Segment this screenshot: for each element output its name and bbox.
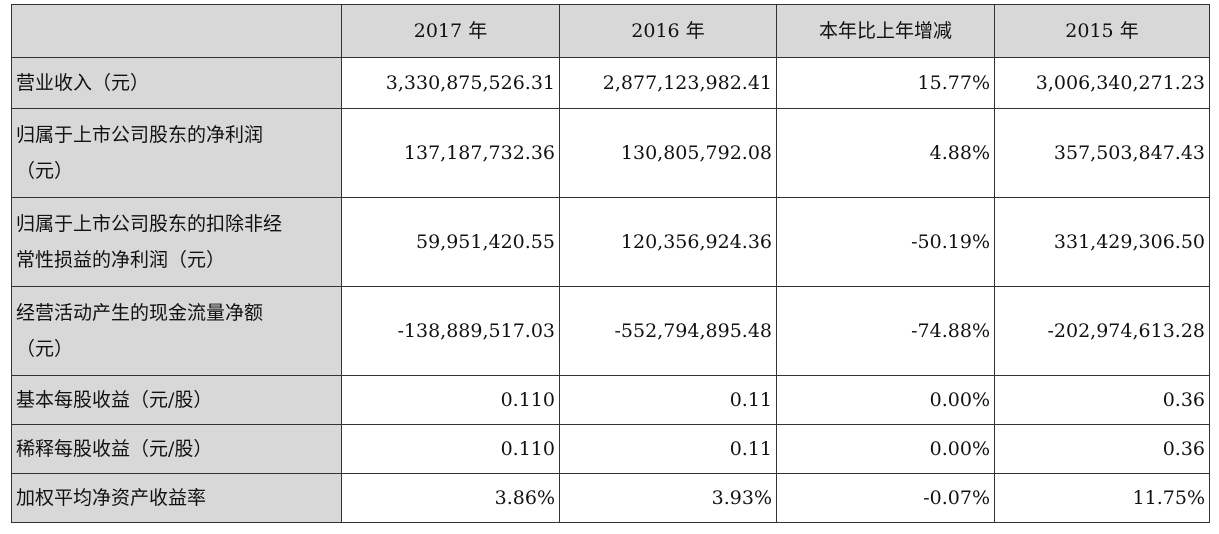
cell-2016: 120,356,924.36 [559, 197, 777, 287]
cell-yoy-change: -50.19% [776, 197, 995, 287]
row-label: 稀释每股收益（元/股） [11, 424, 342, 474]
table-row-net-profit: 归属于上市公司股东的净利润 （元） 137,187,732.36 130,805,… [11, 108, 1210, 198]
cell-yoy-change: 0.00% [776, 424, 995, 474]
cell-2017: 59,951,420.55 [341, 197, 560, 287]
row-label-line: 基本每股收益（元/股） [16, 389, 213, 411]
table-row-operating-revenue: 营业收入（元） 3,330,875,526.31 2,877,123,982.4… [11, 57, 1210, 109]
cell-2017: 0.110 [341, 375, 560, 425]
row-label-line: （元） [16, 338, 74, 360]
table-row-basic-eps: 基本每股收益（元/股） 0.110 0.11 0.00% 0.36 [11, 375, 1210, 425]
cell-2017: 3,330,875,526.31 [341, 57, 560, 109]
row-label: 归属于上市公司股东的扣除非经 常性损益的净利润（元） [11, 197, 342, 287]
row-label-line: 稀释每股收益（元/股） [16, 438, 213, 460]
row-label-line: 常性损益的净利润（元） [16, 249, 226, 271]
cell-2016: -552,794,895.48 [559, 286, 777, 376]
cell-2015: 11.75% [994, 473, 1210, 523]
cell-yoy-change: -0.07% [776, 473, 995, 523]
cell-2016: 2,877,123,982.41 [559, 57, 777, 109]
row-label: 归属于上市公司股东的净利润 （元） [11, 108, 342, 198]
row-label-line: 归属于上市公司股东的净利润 [16, 124, 264, 146]
row-label-line: 经营活动产生的现金流量净额 [16, 302, 264, 324]
cell-2015: 0.36 [994, 375, 1210, 425]
cell-2017: 0.110 [341, 424, 560, 474]
cell-2015: 357,503,847.43 [994, 108, 1210, 198]
row-label-line: 营业收入（元） [16, 72, 150, 94]
cell-2015: 0.36 [994, 424, 1210, 474]
cell-2015: 3,006,340,271.23 [994, 57, 1210, 109]
header-2017: 2017 年 [341, 4, 560, 58]
financial-summary-table-container: 2017 年 2016 年 本年比上年增减 2015 年 营业收入（元） 3,3… [11, 4, 1210, 523]
cell-yoy-change: 0.00% [776, 375, 995, 425]
table-row-operating-cash-flow: 经营活动产生的现金流量净额 （元） -138,889,517.03 -552,79… [11, 286, 1210, 376]
header-yoy-change: 本年比上年增减 [776, 4, 995, 58]
cell-yoy-change: -74.88% [776, 286, 995, 376]
header-2015: 2015 年 [994, 4, 1210, 58]
table-row-weighted-roe: 加权平均净资产收益率 3.86% 3.93% -0.07% 11.75% [11, 473, 1210, 523]
header-corner [11, 4, 342, 58]
cell-yoy-change: 15.77% [776, 57, 995, 109]
cell-2016: 130,805,792.08 [559, 108, 777, 198]
financial-summary-table: 2017 年 2016 年 本年比上年增减 2015 年 营业收入（元） 3,3… [11, 4, 1210, 523]
row-label-line: 归属于上市公司股东的扣除非经 [16, 213, 283, 235]
row-label-line: （元） [16, 160, 74, 182]
cell-yoy-change: 4.88% [776, 108, 995, 198]
header-row: 2017 年 2016 年 本年比上年增减 2015 年 [11, 4, 1210, 58]
header-2016: 2016 年 [559, 4, 777, 58]
row-label: 营业收入（元） [11, 57, 342, 109]
row-label: 基本每股收益（元/股） [11, 375, 342, 425]
row-label: 经营活动产生的现金流量净额 （元） [11, 286, 342, 376]
cell-2016: 0.11 [559, 424, 777, 474]
cell-2016: 3.93% [559, 473, 777, 523]
row-label-line: 加权平均净资产收益率 [16, 487, 207, 509]
row-label: 加权平均净资产收益率 [11, 473, 342, 523]
table-row-diluted-eps: 稀释每股收益（元/股） 0.110 0.11 0.00% 0.36 [11, 424, 1210, 474]
cell-2015: -202,974,613.28 [994, 286, 1210, 376]
cell-2017: -138,889,517.03 [341, 286, 560, 376]
cell-2017: 137,187,732.36 [341, 108, 560, 198]
cell-2017: 3.86% [341, 473, 560, 523]
cell-2016: 0.11 [559, 375, 777, 425]
table-row-net-profit-excl-nonrecurring: 归属于上市公司股东的扣除非经 常性损益的净利润（元） 59,951,420.55 … [11, 197, 1210, 287]
cell-2015: 331,429,306.50 [994, 197, 1210, 287]
